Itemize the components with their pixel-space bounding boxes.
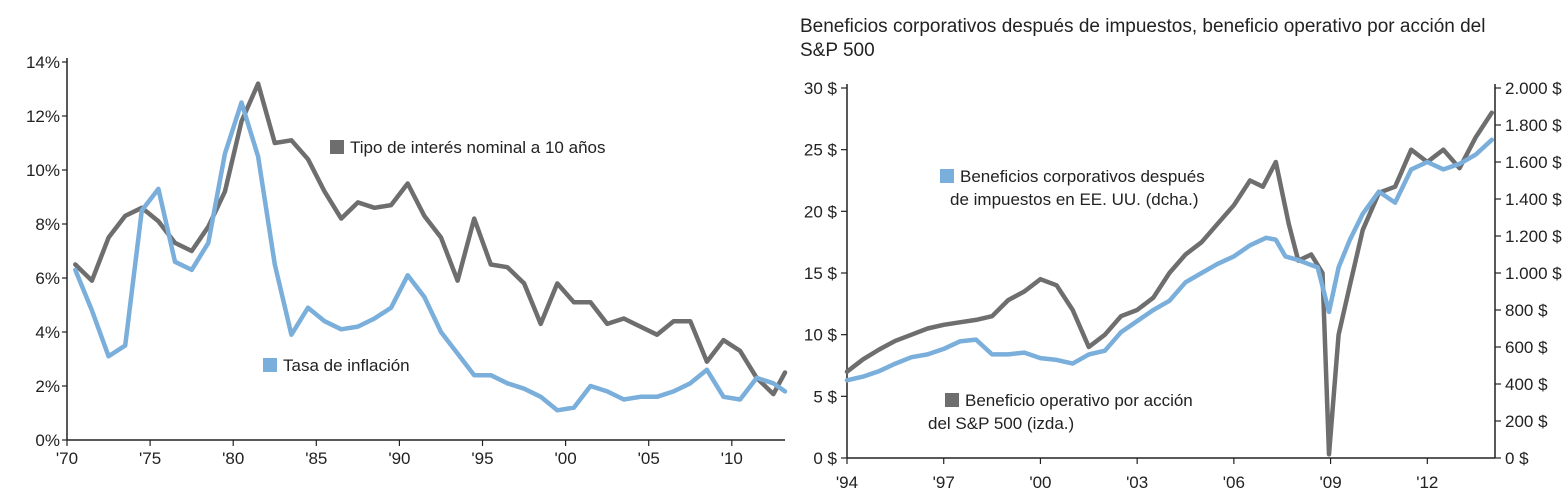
y-right-tick-label: 1.400 $ (1505, 190, 1562, 209)
chart-right-svg: 0 $ 5 $ 10 $ 15 $ 20 $ 25 $ 30 $ 0 $ 200 $ 400 $ 6… (804, 79, 1562, 492)
legend-rate-label: Tipo de interés nominal a 10 años (350, 138, 605, 157)
left-plot-marks: 0% 2% 4% 6% 8% 10% 12% 14% '70 '75 '80 '85 '90 '95 '00… (26, 53, 788, 468)
y-right-tick-label: 400 $ (1505, 375, 1548, 394)
series-line-profits (844, 137, 1495, 383)
series-line-rate (73, 81, 788, 397)
y-left-tick-label: 15 $ (804, 264, 838, 283)
legend-eps: Beneficio operativo por acción del S&P 5… (928, 391, 1193, 433)
y-tick-label: 12% (26, 107, 60, 126)
x-tick-label: '95 (471, 449, 493, 468)
x-tick-label: '10 (721, 449, 743, 468)
y-right-tick-label: 1.800 $ (1505, 116, 1562, 135)
x-tick-label: '12 (1416, 473, 1438, 492)
x-tick-label: '06 (1223, 473, 1245, 492)
y-left-tick-label: 20 $ (804, 202, 838, 221)
y-right-tick-label: 1.600 $ (1505, 153, 1562, 172)
chart-rates-inflation: 0% 2% 4% 6% 8% 10% 12% 14% '70 '75 '80 '85 '90 '95 '00… (26, 53, 788, 468)
legend-profits-label-line-1: Beneficios corporativos después (960, 167, 1205, 186)
y-tick-label: 4% (35, 323, 60, 342)
x-tick-label: '94 (836, 473, 858, 492)
chart-profits-eps: Beneficios corporativos después de impue… (790, 0, 1568, 500)
x-tick-label: '70 (56, 449, 78, 468)
y-right-tick-label: 800 $ (1505, 301, 1548, 320)
legend-inflation-swatch (263, 358, 277, 372)
y-right-tick-label: 1.200 $ (1505, 227, 1562, 246)
x-tick-label: '97 (933, 473, 955, 492)
y-right-tick-label: 1.000 $ (1505, 264, 1562, 283)
y-tick-label: 6% (35, 269, 60, 288)
right-plot-marks: 0 $ 5 $ 10 $ 15 $ 20 $ 25 $ 30 $ 0 $ 200 $ 400 $ 6… (804, 79, 1562, 492)
x-tick-label: '03 (1126, 473, 1148, 492)
chart-title-line-2: S&P 500 (800, 40, 875, 61)
legend-profits-swatch (940, 169, 954, 183)
x-tick-label: '05 (638, 449, 660, 468)
legend-rate: Tipo de interés nominal a 10 años (330, 138, 605, 157)
chart-title-line-1: Beneficios corporativos después de impue… (800, 16, 1486, 37)
y-tick-label: 14% (26, 53, 60, 72)
legend-inflation-label: Tasa de inflación (283, 356, 410, 375)
x-tick-label: '90 (388, 449, 410, 468)
legend-eps-label-line-1: Beneficio operativo por acción (965, 391, 1193, 410)
y-right-tick-label: 0 $ (1505, 449, 1529, 468)
legend-rate-swatch (330, 140, 344, 154)
legend-eps-swatch (945, 393, 959, 407)
legend-inflation: Tasa de inflación (263, 356, 410, 375)
y-tick-label: 8% (35, 215, 60, 234)
y-right-tick-label: 2.000 $ (1505, 79, 1562, 98)
y-left-tick-label: 30 $ (804, 79, 838, 98)
chart-left-svg: 0% 2% 4% 6% 8% 10% 12% 14% '70 '75 '80 '85 '90 '95 '00… (26, 53, 788, 468)
y-tick-label: 10% (26, 161, 60, 180)
legend-profits-label-line-2: de impuestos en EE. UU. (dcha.) (950, 190, 1199, 209)
x-tick-label: '00 (555, 449, 577, 468)
y-right-tick-label: 200 $ (1505, 412, 1548, 431)
y-left-tick-label: 25 $ (804, 141, 838, 160)
y-tick-label: 0% (35, 431, 60, 450)
y-left-tick-label: 10 $ (804, 326, 838, 345)
x-tick-label: '75 (139, 449, 161, 468)
x-tick-label: '09 (1320, 473, 1342, 492)
y-left-tick-label: 5 $ (813, 387, 837, 406)
x-tick-label: '85 (305, 449, 327, 468)
x-tick-label: '80 (222, 449, 244, 468)
legend-eps-label-line-2: del S&P 500 (izda.) (928, 414, 1074, 433)
y-left-tick-label: 0 $ (813, 449, 837, 468)
legend-profits: Beneficios corporativos después de impue… (940, 167, 1205, 209)
x-tick-label: '00 (1029, 473, 1051, 492)
y-tick-label: 2% (35, 377, 60, 396)
series-line-inflation (73, 100, 788, 413)
y-right-tick-label: 600 $ (1505, 338, 1548, 357)
